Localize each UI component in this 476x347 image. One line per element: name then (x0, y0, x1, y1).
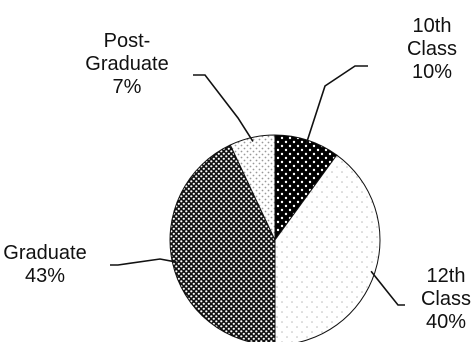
leader-line (193, 74, 254, 142)
pie-slices (169, 134, 381, 346)
leader-line (370, 270, 405, 306)
slice-labels: 10th Class 10% 12th Class 40% Graduate 43% Post-… (3, 15, 471, 333)
label-10th-class: 10th Class 10% (407, 15, 457, 83)
slice-graduate (169, 144, 276, 346)
label-graduate: Graduate 43% (3, 242, 86, 287)
slice-post-graduate (229, 134, 276, 241)
leader-line (305, 65, 368, 145)
label-post-graduate: Post-Graduate 7% (85, 30, 168, 98)
leader-line (110, 258, 177, 266)
slice-12th-class (274, 154, 381, 346)
label-12th-class: 12th Class 40% (421, 265, 471, 333)
leader-lines (110, 65, 405, 306)
